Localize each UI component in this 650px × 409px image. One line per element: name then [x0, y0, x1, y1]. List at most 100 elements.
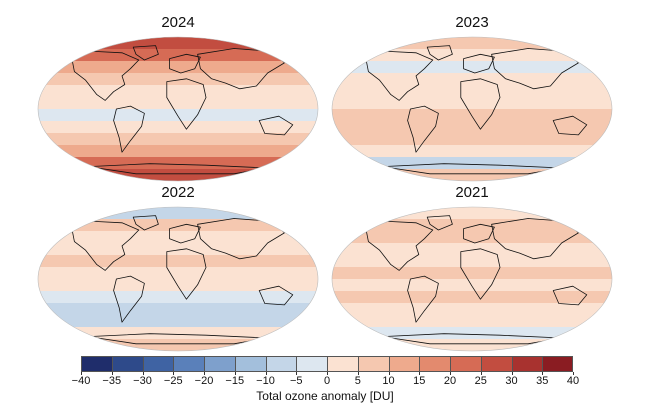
anomaly-band [38, 315, 318, 328]
anomaly-band [38, 133, 318, 146]
colorbar-swatch [357, 356, 390, 372]
colorbar-tick [111, 372, 113, 375]
anomaly-band [38, 97, 318, 110]
map-boundary [331, 206, 613, 352]
anomaly-band [38, 327, 318, 340]
anomaly-band [332, 145, 612, 158]
coastline [113, 105, 145, 153]
ozone-anomaly-map [37, 206, 319, 352]
colorbar-swatch [542, 356, 573, 372]
colorbar-tick-label: 5 [354, 375, 361, 387]
anomaly-band [38, 61, 318, 74]
coastline [463, 53, 495, 74]
coastline [71, 220, 140, 271]
anomaly-band [38, 267, 318, 280]
colorbar [81, 356, 574, 375]
colorbar-swatch [265, 356, 298, 372]
panel-title: 2022 [161, 184, 195, 201]
colorbar-swatch [173, 356, 205, 372]
map-boundary [331, 36, 613, 182]
ozone-anomaly-map [331, 206, 613, 352]
colorbar-tick [511, 372, 513, 375]
colorbar-tick-label: −30 [133, 375, 152, 387]
anomaly-band [38, 121, 318, 134]
colorbar-tick [388, 372, 390, 375]
colorbar-tick-label: 0 [323, 375, 331, 387]
coastline [71, 50, 140, 101]
map-panel-2022: 2022 [33, 184, 323, 354]
anomaly-band [332, 207, 612, 220]
anomaly-band [332, 327, 612, 340]
coastline [426, 45, 453, 61]
anomaly-band [38, 37, 318, 50]
anomaly-band [332, 303, 612, 316]
coastline [169, 223, 201, 244]
anomaly-band [38, 243, 318, 256]
coastline [166, 248, 207, 300]
anomaly-band [38, 157, 318, 170]
colorbar-tick-label: 35 [536, 375, 549, 387]
coastline [166, 78, 207, 130]
anomaly-band [38, 169, 318, 181]
ozone-anomaly-map [331, 36, 613, 182]
colorbar-tick [142, 372, 144, 375]
colorbar-swatch [419, 356, 451, 372]
anomaly-band [332, 97, 612, 110]
panel-title: 2021 [455, 184, 489, 201]
coastline [258, 285, 294, 306]
map-boundary [37, 206, 319, 352]
coastline [552, 115, 588, 136]
anomaly-band [38, 231, 318, 244]
colorbar-swatch [111, 356, 144, 372]
anomaly-band [332, 157, 612, 170]
anomaly-band [332, 61, 612, 74]
colorbar-tick [173, 372, 175, 375]
anomaly-band [38, 73, 318, 86]
colorbar-tick [81, 372, 82, 375]
map-boundary [37, 36, 319, 182]
anomaly-band [332, 291, 612, 304]
map-panel-2023: 2023 [327, 14, 617, 184]
anomaly-band [332, 169, 612, 181]
colorbar-tick [327, 372, 328, 375]
colorbar-tick [357, 372, 359, 375]
anomaly-band [332, 109, 612, 122]
anomaly-band [38, 145, 318, 158]
colorbar-tick-label: −20 [194, 375, 214, 387]
anomaly-band [332, 339, 612, 351]
ozone-anomaly-map [37, 36, 319, 182]
panel-title: 2023 [455, 14, 489, 31]
anomaly-band [38, 219, 318, 232]
anomaly-band [38, 303, 318, 316]
colorbar-tick [480, 372, 482, 375]
panel-title: 2024 [161, 14, 195, 31]
colorbar-swatch [480, 356, 513, 372]
coastline [113, 275, 145, 323]
anomaly-band [38, 85, 318, 98]
colorbar-tick [573, 372, 574, 375]
colorbar-tick-label: 30 [505, 375, 518, 387]
anomaly-band [332, 315, 612, 328]
map-panel-2021: 2021 [327, 184, 617, 354]
anomaly-band [332, 243, 612, 256]
anomaly-band [38, 339, 318, 351]
colorbar-tick [234, 372, 236, 375]
colorbar-swatch [81, 356, 113, 372]
colorbar-tick [419, 372, 421, 375]
colorbar-tick-label: 20 [443, 375, 457, 387]
colorbar-swatch [142, 356, 175, 372]
coastline [460, 248, 501, 300]
colorbar-tick [204, 372, 205, 375]
anomaly-band [38, 291, 318, 304]
colorbar-swatch [327, 356, 359, 372]
anomaly-band [332, 267, 612, 280]
coastline [169, 53, 201, 74]
colorbar-tick-label: −5 [289, 375, 303, 387]
anomaly-band [332, 121, 612, 134]
anomaly-band [332, 133, 612, 146]
anomaly-band [38, 279, 318, 292]
colorbar-tick [265, 372, 267, 375]
anomaly-band [332, 231, 612, 244]
map-panel-2024: 2024 [33, 14, 323, 184]
coastline [365, 50, 434, 101]
